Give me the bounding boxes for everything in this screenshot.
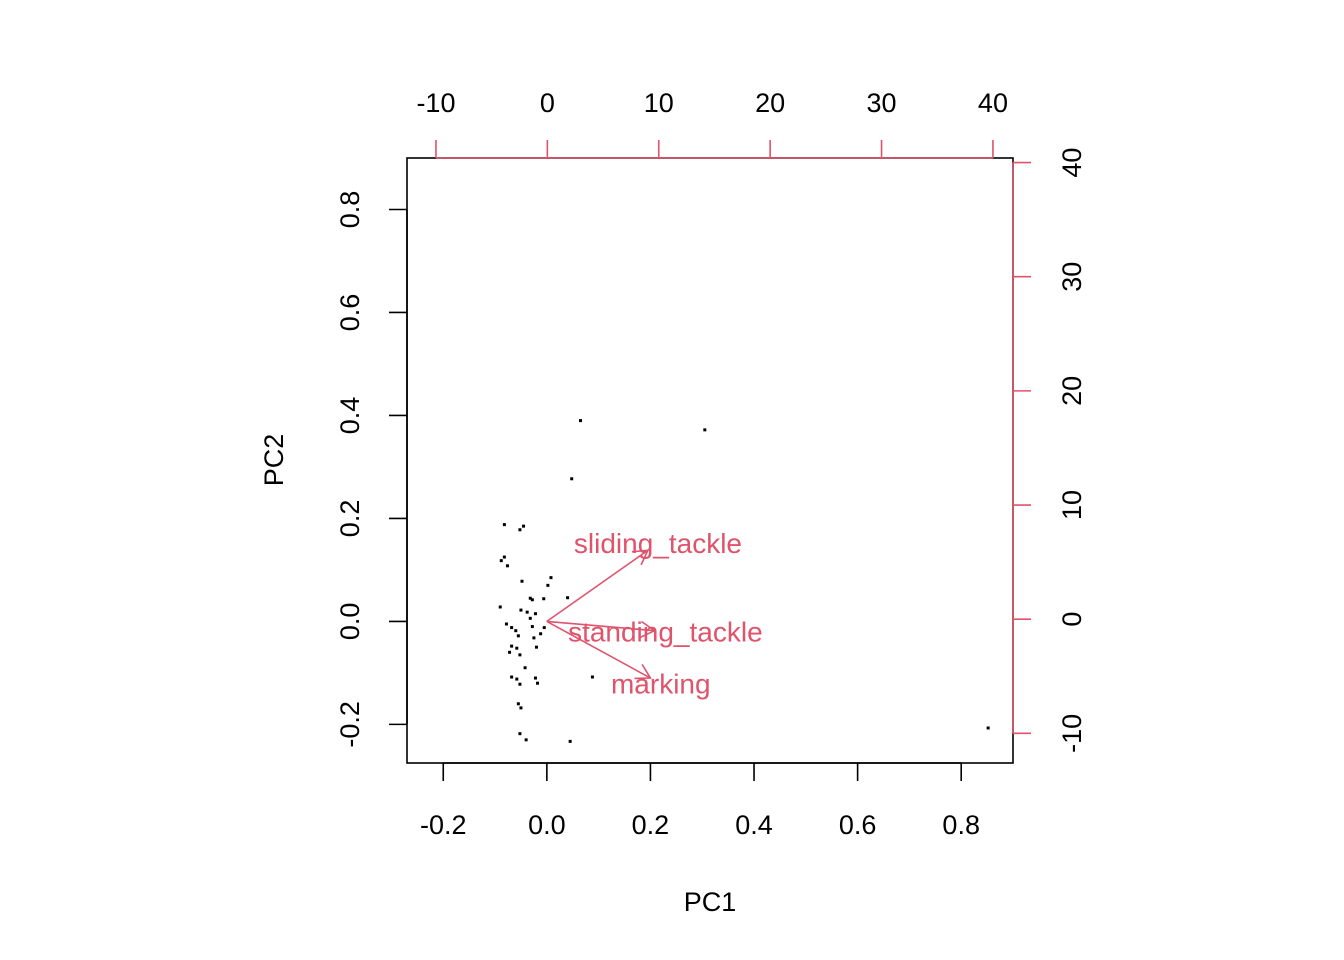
points-layer — [498, 419, 990, 743]
right-tick-label: 40 — [1057, 148, 1087, 178]
data-point — [515, 677, 519, 681]
data-point — [536, 681, 540, 685]
data-point — [519, 608, 523, 612]
data-point — [520, 579, 524, 583]
top-tick-label: 10 — [644, 88, 674, 118]
y-tick-label: 0.6 — [335, 294, 365, 332]
x-tick-label: -0.2 — [420, 810, 467, 840]
data-point — [539, 632, 543, 636]
data-point — [568, 739, 572, 743]
data-point — [533, 612, 537, 616]
y-tick-label: 0.8 — [335, 191, 365, 229]
y-axis-title: PC2 — [259, 434, 289, 487]
bottom-axis: -0.2 0.0 0.2 0.4 0.6 0.8 — [420, 762, 980, 840]
loading-arrow-shaft — [546, 549, 649, 623]
loading-label: marking — [611, 669, 711, 700]
x-tick-label: 0.4 — [735, 810, 773, 840]
data-point — [518, 732, 522, 736]
data-point — [528, 596, 532, 600]
data-point — [525, 610, 529, 614]
loading-label: standing_tackle — [568, 617, 763, 648]
data-point — [514, 629, 518, 633]
right-tick-label: 30 — [1057, 262, 1087, 292]
data-point — [534, 645, 538, 649]
right-tick-label: 10 — [1057, 490, 1087, 520]
right-tick-label: 0 — [1057, 612, 1087, 627]
y-tick-label: -0.2 — [335, 701, 365, 748]
y-tick-label: 0.2 — [335, 500, 365, 538]
loading-label: sliding_tackle — [574, 528, 742, 559]
x-tick-label: 0.0 — [528, 810, 566, 840]
data-point — [502, 555, 506, 559]
x-axis-title: PC1 — [684, 887, 737, 917]
top-tick-label: 30 — [867, 88, 897, 118]
data-point — [504, 622, 508, 626]
data-point — [498, 605, 502, 609]
x-tick-label: 0.6 — [839, 810, 877, 840]
data-point — [522, 524, 526, 528]
loading-arrow-shaft — [546, 620, 655, 632]
data-point — [570, 477, 574, 481]
data-point — [524, 738, 528, 742]
loading-arrow-shaft — [546, 620, 651, 679]
loading-arrow-head — [639, 620, 657, 639]
data-point — [510, 626, 514, 630]
y-tick-label: 0.4 — [335, 397, 365, 435]
loading-arrow-head — [631, 549, 650, 566]
data-point — [530, 598, 534, 602]
data-point — [518, 682, 522, 686]
data-point — [986, 726, 990, 730]
top-axis: -10 0 10 20 30 40 — [416, 88, 1008, 159]
data-point — [502, 523, 506, 527]
data-point — [499, 559, 503, 563]
loading-arrow-head — [634, 663, 652, 680]
left-axis: -0.2 0.0 0.2 0.4 0.6 0.8 — [335, 191, 408, 748]
data-point — [515, 646, 519, 650]
data-point — [546, 583, 550, 587]
data-point — [523, 666, 527, 670]
data-point — [590, 675, 594, 679]
top-tick-label: 20 — [755, 88, 785, 118]
data-point — [519, 706, 523, 710]
data-point — [542, 597, 546, 601]
data-point — [516, 702, 520, 706]
x-tick-label: 0.8 — [942, 810, 980, 840]
data-point — [566, 596, 570, 600]
data-point — [510, 675, 514, 679]
data-point — [516, 634, 520, 638]
data-point — [532, 636, 536, 640]
right-tick-label: -10 — [1057, 714, 1087, 753]
x-tick-label: 0.2 — [632, 810, 670, 840]
data-point — [533, 676, 537, 680]
data-point — [703, 428, 707, 432]
data-point — [542, 626, 546, 630]
top-tick-label: 0 — [540, 88, 555, 118]
top-tick-label: 40 — [978, 88, 1008, 118]
data-point — [518, 528, 522, 532]
data-point — [510, 644, 514, 648]
right-tick-label: 20 — [1057, 376, 1087, 406]
data-point — [579, 419, 583, 423]
y-tick-label: 0.0 — [335, 603, 365, 641]
data-point — [505, 564, 509, 568]
right-axis: -10 0 10 20 30 40 — [1012, 148, 1087, 753]
data-point — [549, 576, 553, 580]
data-point — [508, 650, 512, 654]
data-point — [518, 653, 522, 657]
top-tick-label: -10 — [416, 88, 455, 118]
data-point — [528, 616, 532, 620]
data-point — [530, 625, 534, 629]
